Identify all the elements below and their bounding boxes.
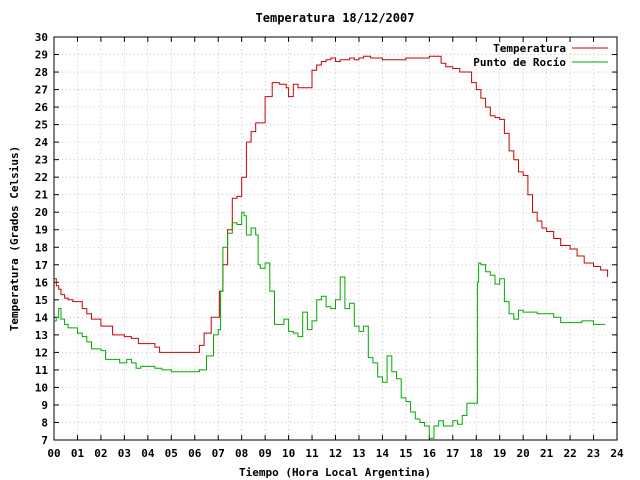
x-tick-label: 19 bbox=[493, 447, 506, 460]
x-tick-label: 04 bbox=[141, 447, 155, 460]
y-tick-label: 13 bbox=[35, 329, 48, 342]
x-tick-label: 14 bbox=[376, 447, 390, 460]
x-tick-label: 00 bbox=[47, 447, 60, 460]
x-tick-label: 08 bbox=[235, 447, 248, 460]
y-axis: 7 8 9 10 11 12 13 14 15 16 17 18 19 20 21 22 23 24 25 26 27 2… bbox=[35, 31, 617, 447]
x-tick-label: 16 bbox=[423, 447, 437, 460]
y-tick-label: 10 bbox=[35, 381, 48, 394]
y-tick-label: 27 bbox=[35, 84, 48, 97]
x-tick-label: 03 bbox=[118, 447, 131, 460]
x-tick-label: 22 bbox=[563, 447, 576, 460]
x-tick-label: 06 bbox=[188, 447, 202, 460]
y-tick-label: 30 bbox=[35, 31, 48, 44]
x-tick-label: 05 bbox=[165, 447, 178, 460]
x-tick-label: 24 bbox=[610, 447, 624, 460]
punto-de-rocio-line bbox=[54, 211, 606, 439]
y-tick-label: 29 bbox=[35, 49, 48, 62]
x-tick-label: 17 bbox=[446, 447, 459, 460]
y-tick-label: 14 bbox=[35, 311, 49, 324]
y-tick-label: 8 bbox=[41, 416, 48, 429]
x-tick-label: 01 bbox=[71, 447, 85, 460]
x-axis: 00 01 02 03 04 05 06 07 08 09 10 11 12 13 14 15 16 17 18 19… bbox=[47, 37, 624, 460]
y-tick-label: 25 bbox=[35, 119, 48, 132]
y-tick-label: 26 bbox=[35, 101, 49, 114]
x-tick-label: 10 bbox=[282, 447, 295, 460]
grid bbox=[54, 37, 617, 440]
y-tick-label: 24 bbox=[35, 136, 49, 149]
x-tick-label: 11 bbox=[305, 447, 319, 460]
y-tick-label: 20 bbox=[35, 206, 48, 219]
x-tick-label: 15 bbox=[399, 447, 412, 460]
chart-title: Temperatura 18/12/2007 bbox=[256, 11, 415, 25]
y-tick-label: 28 bbox=[35, 66, 48, 79]
x-tick-label: 20 bbox=[517, 447, 530, 460]
x-tick-label: 23 bbox=[587, 447, 600, 460]
x-tick-label: 18 bbox=[470, 447, 483, 460]
y-axis-label: Temperatura (Grados Celsius) bbox=[8, 146, 21, 331]
legend-label-temperatura: Temperatura bbox=[493, 42, 566, 55]
y-tick-label: 17 bbox=[35, 259, 48, 272]
x-tick-label: 21 bbox=[540, 447, 554, 460]
x-tick-label: 02 bbox=[94, 447, 107, 460]
x-tick-label: 09 bbox=[259, 447, 272, 460]
series-lines bbox=[54, 55, 609, 439]
y-tick-label: 12 bbox=[35, 346, 48, 359]
x-tick-label: 07 bbox=[212, 447, 225, 460]
x-tick-label: 13 bbox=[352, 447, 365, 460]
y-tick-label: 16 bbox=[35, 276, 49, 289]
y-tick-label: 9 bbox=[41, 399, 48, 412]
y-tick-label: 11 bbox=[35, 364, 49, 377]
y-tick-label: 7 bbox=[41, 434, 48, 447]
y-tick-label: 19 bbox=[35, 224, 48, 237]
legend-label-punto-de-rocio: Punto de Rocío bbox=[473, 56, 566, 69]
y-tick-label: 22 bbox=[35, 171, 48, 184]
x-axis-label: Tiempo (Hora Local Argentina) bbox=[239, 466, 431, 479]
x-tick-label: 12 bbox=[329, 447, 342, 460]
y-tick-label: 23 bbox=[35, 154, 48, 167]
y-tick-label: 21 bbox=[35, 189, 49, 202]
y-tick-label: 18 bbox=[35, 241, 48, 254]
temperatura-line bbox=[54, 55, 609, 353]
y-tick-label: 15 bbox=[35, 294, 48, 307]
